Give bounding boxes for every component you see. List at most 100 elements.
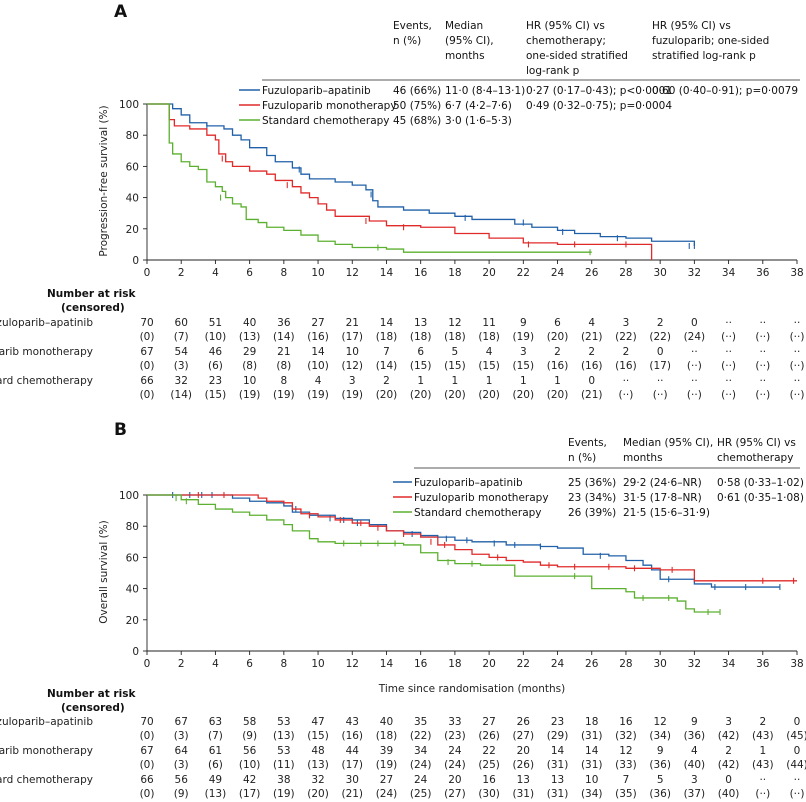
risk-subtitle-a: (censored) (61, 302, 125, 314)
panel-a-risk-table: Fuzuloparib–apatinib70(0)60(7)51(10)40(1… (0, 317, 804, 401)
risk-censored: (44) (786, 759, 806, 771)
risk-censored: (12) (341, 360, 363, 372)
x-tick-label: 0 (144, 658, 151, 670)
risk-count: ·· (759, 774, 766, 786)
risk-censored: (··) (790, 331, 805, 343)
risk-censored: (15) (307, 730, 329, 742)
header-hr-chemo-b: HR (95% CI) vs chemotherapy (717, 437, 796, 464)
risk-censored: (24) (410, 759, 432, 771)
risk-row-label: Fuzuloparib monotherapy (0, 346, 93, 358)
risk-count: 53 (277, 716, 290, 728)
risk-count: 11 (482, 317, 495, 329)
risk-title-a: Number at risk (47, 288, 136, 300)
risk-censored: (22) (649, 331, 671, 343)
risk-count: 1 (759, 745, 766, 757)
km-curve-fuz_apa (147, 103, 696, 246)
x-tick-label: 4 (212, 658, 219, 670)
x-tick-label: 22 (517, 658, 530, 670)
risk-censored: (17) (239, 788, 261, 800)
risk-censored: (18) (478, 331, 500, 343)
x-tick-label: 16 (414, 267, 428, 279)
header-hr-fuz-a: HR (95% CI) vs fuzuloparib; one-sided stra… (652, 20, 769, 62)
risk-count: 53 (277, 745, 290, 757)
legend-events: 46 (66%) (393, 85, 441, 97)
risk-censored: (36) (684, 730, 706, 742)
risk-count: 56 (175, 774, 189, 786)
risk-censored: (15) (513, 360, 535, 372)
risk-count: 16 (619, 716, 633, 728)
risk-censored: (20) (513, 389, 535, 401)
risk-count: 9 (691, 716, 698, 728)
risk-censored: (10) (307, 360, 329, 372)
x-tick-label: 6 (246, 658, 253, 670)
risk-count: 40 (243, 317, 256, 329)
risk-censored: (··) (721, 331, 736, 343)
risk-censored: (36) (649, 788, 671, 800)
risk-censored: (19) (239, 389, 261, 401)
risk-count: 10 (585, 774, 598, 786)
risk-count: ·· (794, 346, 801, 358)
risk-count: ·· (623, 375, 630, 387)
risk-censored: (14) (170, 389, 192, 401)
risk-count: 23 (551, 716, 564, 728)
risk-count: 70 (140, 317, 153, 329)
risk-count: 3 (623, 317, 630, 329)
risk-count: 2 (554, 346, 561, 358)
risk-censored: (19) (307, 389, 329, 401)
risk-censored: (0) (140, 389, 155, 401)
legend-events: 45 (68%) (393, 115, 441, 127)
legend-hr-fuz: 0·60 (0·40–0·91); p=0·0079 (652, 85, 798, 97)
x-tick-label: 8 (280, 267, 287, 279)
legend-median: 11·0 (8·4–13·1) (445, 85, 525, 97)
x-tick-label: 36 (756, 267, 770, 279)
legend-events: 23 (34%) (568, 492, 616, 504)
legend-label: Standard chemotherapy (414, 507, 542, 519)
risk-count: 1 (554, 375, 561, 387)
risk-count: 34 (414, 745, 428, 757)
risk-censored: (31) (581, 730, 603, 742)
x-tick-label: 24 (551, 658, 565, 670)
risk-censored: (25) (478, 759, 500, 771)
legend-median: 29·2 (24·6–NR) (623, 477, 702, 489)
risk-count: 48 (311, 745, 324, 757)
risk-count: 1 (486, 375, 493, 387)
risk-count: ·· (691, 375, 698, 387)
x-tick-label: 30 (653, 267, 666, 279)
risk-count: 7 (623, 774, 630, 786)
risk-censored: (0) (140, 759, 155, 771)
risk-count: 54 (175, 346, 189, 358)
risk-count: ·· (657, 375, 664, 387)
risk-count: ·· (759, 375, 766, 387)
risk-count: 38 (277, 774, 290, 786)
risk-censored: (20) (478, 389, 500, 401)
risk-censored: (40) (718, 788, 740, 800)
risk-censored: (3) (174, 759, 189, 771)
risk-censored: (15) (444, 360, 466, 372)
risk-count: 2 (623, 346, 630, 358)
risk-count: 26 (517, 716, 531, 728)
risk-censored: (14) (273, 331, 295, 343)
x-tick-label: 14 (380, 267, 394, 279)
risk-censored: (13) (273, 730, 295, 742)
panel-b-ylabel: Overall survival (%) (98, 520, 110, 624)
risk-count: 61 (209, 745, 222, 757)
risk-count: 27 (311, 317, 324, 329)
risk-count: 4 (588, 317, 595, 329)
risk-count: 32 (311, 774, 324, 786)
risk-count: ·· (794, 774, 801, 786)
risk-censored: (22) (410, 730, 432, 742)
risk-censored: (20) (376, 389, 398, 401)
risk-count: 46 (209, 346, 223, 358)
risk-censored: (27) (444, 788, 466, 800)
y-tick-label: 80 (126, 521, 139, 533)
risk-count: ·· (725, 346, 732, 358)
risk-censored: (20) (410, 389, 432, 401)
risk-censored: (36) (649, 759, 671, 771)
risk-censored: (17) (341, 331, 363, 343)
risk-count: 13 (517, 774, 530, 786)
risk-count: 24 (448, 745, 462, 757)
legend-label: Fuzuloparib–apatinib (414, 477, 523, 489)
header-hr-chemo-a: HR (95% CI) vs chemotherapy; one-sided str… (526, 20, 628, 77)
risk-count: 64 (175, 745, 189, 757)
risk-subtitle-b: (censored) (61, 702, 125, 714)
